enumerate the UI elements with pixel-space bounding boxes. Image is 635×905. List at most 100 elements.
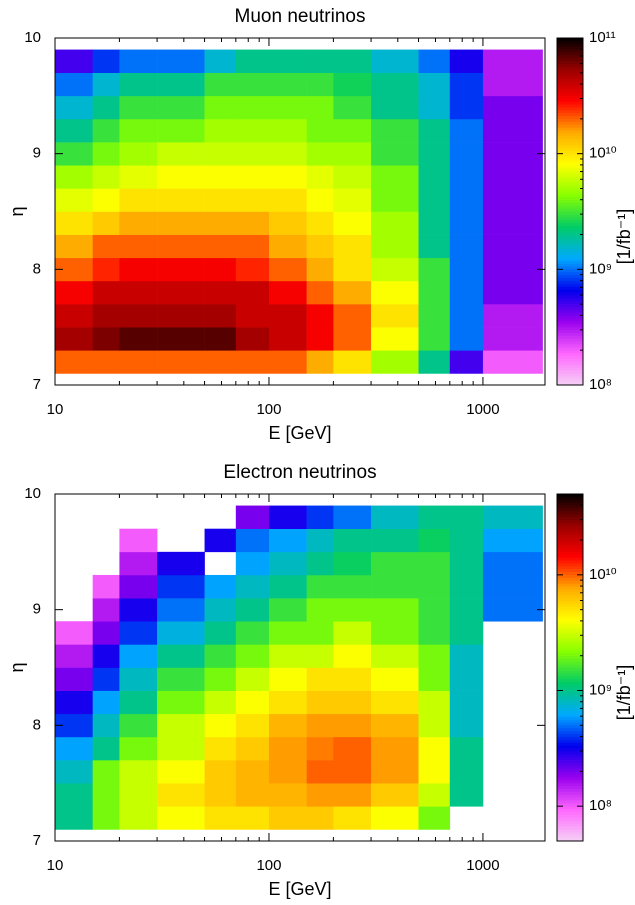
heatmap-cell bbox=[268, 188, 307, 212]
colorbar-step bbox=[557, 81, 583, 85]
colorbar-step bbox=[557, 812, 583, 816]
heatmap-cell bbox=[418, 574, 451, 599]
heatmap-cell bbox=[119, 713, 158, 738]
colorbar-step bbox=[557, 517, 583, 521]
heatmap-cell bbox=[157, 95, 205, 120]
heatmap-cell bbox=[119, 574, 158, 599]
colorbar-step bbox=[557, 78, 583, 82]
colorbar-step bbox=[557, 742, 583, 746]
colorbar-step bbox=[557, 168, 583, 172]
heatmap-cell bbox=[157, 257, 205, 282]
heatmap-cell bbox=[371, 574, 419, 599]
colorbar-step bbox=[557, 751, 583, 755]
colorbar-step bbox=[557, 791, 583, 796]
heatmap-cell bbox=[55, 211, 93, 235]
heatmap-cell bbox=[449, 327, 484, 351]
heatmap-cell bbox=[235, 528, 270, 553]
heatmap-cell bbox=[449, 257, 484, 282]
colorbar-step bbox=[557, 557, 583, 561]
colorbar-step bbox=[557, 335, 583, 340]
heatmap-cell bbox=[306, 211, 334, 235]
heatmap-cell bbox=[268, 760, 307, 784]
heatmap-cell bbox=[157, 736, 205, 761]
heatmap-cell bbox=[119, 551, 158, 576]
colorbar-step bbox=[557, 278, 583, 282]
colorbar-step bbox=[557, 615, 583, 619]
heatmap-cell bbox=[204, 211, 237, 235]
colorbar-step bbox=[557, 528, 583, 532]
heatmap-cell bbox=[449, 551, 484, 576]
heatmap-cell bbox=[235, 327, 270, 351]
colorbar-step bbox=[557, 304, 583, 308]
heatmap-cell bbox=[157, 551, 205, 576]
heatmap-cell bbox=[371, 667, 419, 691]
colorbar-step bbox=[557, 560, 583, 564]
heatmap-cell bbox=[55, 188, 93, 212]
heatmap-cell bbox=[306, 621, 334, 645]
heatmap-cell bbox=[235, 551, 270, 576]
colorbar-step bbox=[557, 150, 583, 155]
heatmap-cell bbox=[482, 72, 543, 97]
heatmap-cell bbox=[119, 257, 158, 282]
colorbar-step bbox=[557, 745, 583, 749]
heatmap-cell bbox=[119, 806, 158, 830]
colorbar-step bbox=[557, 598, 583, 602]
heatmap-cell bbox=[92, 280, 120, 305]
colorbar-step bbox=[557, 356, 583, 360]
colorbar-step bbox=[557, 647, 583, 651]
colorbar-step bbox=[557, 635, 583, 639]
heatmap-cell bbox=[119, 644, 158, 668]
heatmap-cell bbox=[235, 713, 270, 738]
heatmap-cell bbox=[204, 234, 237, 259]
heatmap-cell bbox=[333, 211, 372, 235]
heatmap-cell bbox=[204, 118, 237, 143]
colorbar-step bbox=[557, 40, 583, 45]
heatmap-cell bbox=[418, 350, 451, 374]
colorbar-step bbox=[557, 592, 583, 596]
heatmap-cell bbox=[306, 304, 334, 328]
heatmap-cell bbox=[268, 551, 307, 576]
x-tick-label: 10 bbox=[47, 401, 64, 418]
colorbar-step bbox=[557, 139, 583, 143]
heatmap-cell bbox=[55, 806, 93, 830]
heatmap-cell bbox=[157, 574, 205, 599]
colorbar-step bbox=[557, 43, 583, 48]
y-tick-label: 7 bbox=[33, 376, 41, 393]
colorbar-step bbox=[557, 739, 583, 744]
heatmap-cell bbox=[333, 713, 372, 738]
colorbar-step bbox=[557, 197, 583, 201]
heatmap-cell bbox=[418, 783, 451, 807]
heatmap-cell bbox=[306, 327, 334, 351]
colorbar-step bbox=[557, 577, 583, 582]
colorbar-step bbox=[557, 144, 583, 149]
colorbar-step bbox=[557, 292, 583, 296]
heatmap-cell bbox=[157, 165, 205, 189]
colorbar-step bbox=[557, 147, 583, 152]
heatmap-cell bbox=[268, 257, 307, 282]
colorbar-step bbox=[557, 774, 583, 778]
colorbar-step bbox=[557, 757, 583, 761]
heatmap-cell bbox=[119, 188, 158, 212]
heatmap-cell bbox=[306, 280, 334, 305]
colorbar-step bbox=[557, 820, 583, 825]
heatmap-cell bbox=[371, 783, 419, 807]
colorbar-step bbox=[557, 522, 583, 527]
colorbar-step bbox=[557, 725, 583, 729]
heatmap-cell bbox=[119, 350, 158, 374]
colorbar-step bbox=[557, 600, 583, 605]
colorbar-step bbox=[557, 595, 583, 599]
heatmap-cell bbox=[371, 234, 419, 259]
colorbar-step bbox=[557, 306, 583, 311]
heatmap-cell bbox=[204, 188, 237, 212]
colorbar-step bbox=[557, 494, 583, 498]
heatmap-cell bbox=[92, 142, 120, 166]
colorbar-step bbox=[557, 618, 583, 622]
colorbar-step bbox=[557, 165, 583, 169]
heatmap-cell bbox=[482, 118, 543, 143]
heatmap-cell bbox=[204, 690, 237, 715]
colorbar-step bbox=[557, 699, 583, 703]
colorbar-tick-label: 10¹⁰ bbox=[589, 145, 617, 162]
colorbar-step bbox=[557, 693, 583, 697]
heatmap-cell bbox=[268, 142, 307, 166]
colorbar-step bbox=[557, 809, 583, 813]
